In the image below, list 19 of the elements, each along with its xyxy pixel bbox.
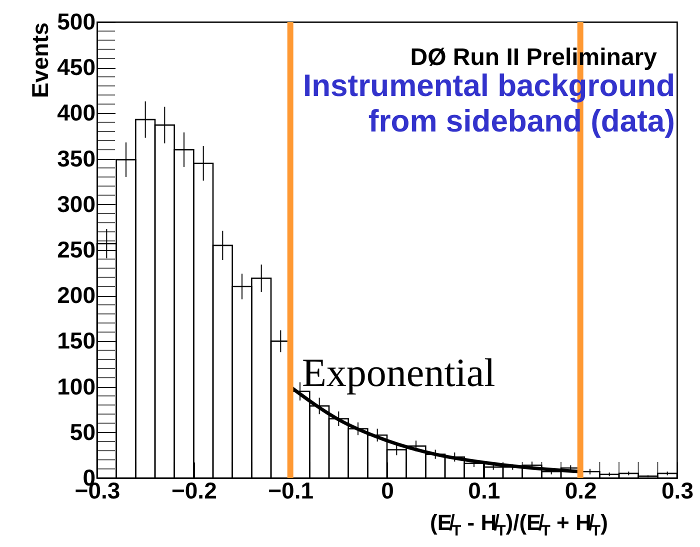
y-axis-title: Events <box>27 22 54 98</box>
annotation: Exponential <box>302 350 496 395</box>
x-tick-label: 0.3 <box>662 478 694 504</box>
text: (E̸$_{T}$ - H̸$_{T}$)/(E̸$_{T}$ + H̸$_{T}$) <box>430 510 608 540</box>
y-tick-label: 400 <box>57 100 96 126</box>
x-tick-label: −0.2 <box>171 478 217 504</box>
y-tick-label: 450 <box>57 54 96 80</box>
x-tick-label: 0.1 <box>468 478 500 504</box>
y-tick-label: 50 <box>70 418 96 445</box>
y-tick-label: 250 <box>57 236 96 262</box>
y-tick-label: 500 <box>57 8 96 34</box>
y-tick-label: 100 <box>57 373 96 400</box>
y-tick-label: 200 <box>57 282 96 308</box>
y-tick-label: 300 <box>57 190 96 217</box>
y-tick-label: 150 <box>57 328 96 354</box>
y-tick-label: 350 <box>57 145 96 172</box>
x-tick-label: 0.2 <box>564 478 597 504</box>
x-tick-label: 0 <box>381 478 394 504</box>
x-tick-label: −0.1 <box>268 478 314 504</box>
